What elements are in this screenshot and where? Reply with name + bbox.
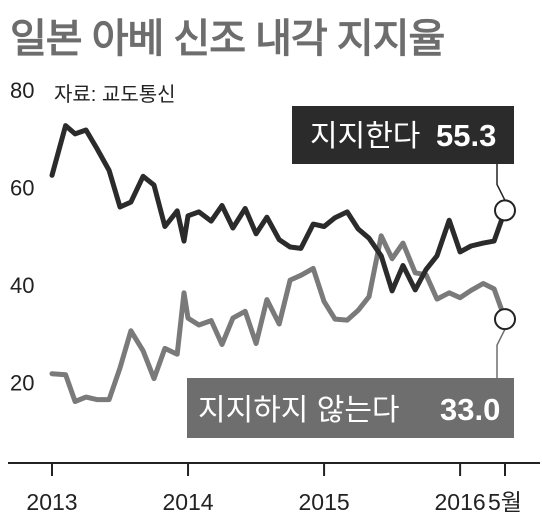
oppose-callout-box xyxy=(187,378,514,438)
y-axis: 80 60 40 20 xyxy=(10,78,34,396)
series-line-oppose xyxy=(49,233,508,404)
y-tick-label: 40 xyxy=(10,273,34,298)
support-endpoint-marker xyxy=(494,199,516,222)
series-layer xyxy=(49,123,508,404)
support-callout-value: 55.3 xyxy=(436,118,496,153)
support-callout-label: 지지한다 xyxy=(310,120,420,153)
support-callout: 지지한다 55.3 xyxy=(292,106,514,164)
x-tick-label: 2015 xyxy=(298,489,349,515)
page-title: 일본 아베 신조 내각 지지율 xyxy=(10,17,445,61)
support-callout-box xyxy=(292,106,514,164)
source-label: 자료: 교도통신 xyxy=(54,83,176,106)
endpoint-layer xyxy=(494,199,516,331)
oppose-callout-value: 33.0 xyxy=(440,392,500,427)
y-tick-label: 20 xyxy=(10,371,34,396)
x-axis: 2013 2014 2015 2016 5월 xyxy=(26,463,522,515)
leader-layer xyxy=(496,164,506,378)
oppose-callout: 지지하지 않는다 33.0 xyxy=(187,378,514,438)
x-tick-label: 5월 xyxy=(488,489,522,515)
oppose-endpoint-marker xyxy=(494,308,516,331)
y-tick-label: 80 xyxy=(10,78,34,103)
support-leader-line xyxy=(496,164,506,201)
x-tick-label: 2016 xyxy=(435,489,486,515)
oppose-leader-line xyxy=(496,328,506,378)
oppose-callout-label: 지지하지 않는다 xyxy=(198,394,400,427)
y-tick-label: 60 xyxy=(10,176,34,201)
x-tick-label: 2013 xyxy=(26,489,77,515)
series-line-support xyxy=(49,123,508,294)
x-tick-label: 2014 xyxy=(162,489,213,515)
